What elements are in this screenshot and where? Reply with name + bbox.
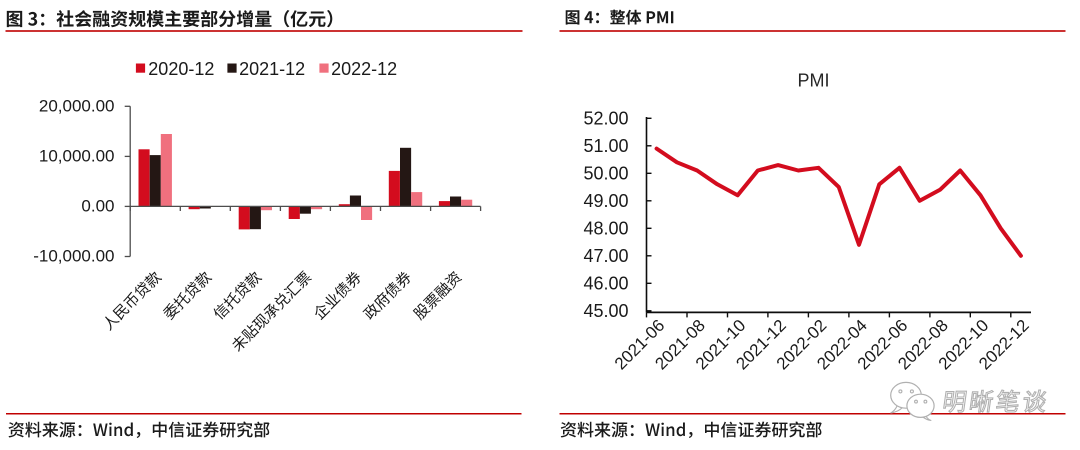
svg-text:49.00: 49.00: [583, 191, 628, 211]
svg-text:51.00: 51.00: [583, 136, 628, 156]
svg-text:0.00: 0.00: [81, 197, 114, 216]
svg-text:52.00: 52.00: [583, 109, 628, 129]
svg-text:47.00: 47.00: [583, 246, 628, 266]
svg-text:PMI: PMI: [797, 71, 829, 91]
svg-text:46.00: 46.00: [583, 274, 628, 294]
svg-text:2021-12: 2021-12: [239, 59, 305, 79]
svg-text:20,000.00: 20,000.00: [39, 97, 115, 116]
svg-text:-10,000.00: -10,000.00: [33, 247, 114, 266]
svg-text:50.00: 50.00: [583, 164, 628, 184]
svg-text:2020-12: 2020-12: [148, 59, 214, 79]
svg-text:48.00: 48.00: [583, 219, 628, 239]
svg-text:45.00: 45.00: [583, 301, 628, 321]
svg-text:2022-12: 2022-12: [331, 59, 397, 79]
svg-text:10,000.00: 10,000.00: [39, 147, 115, 166]
